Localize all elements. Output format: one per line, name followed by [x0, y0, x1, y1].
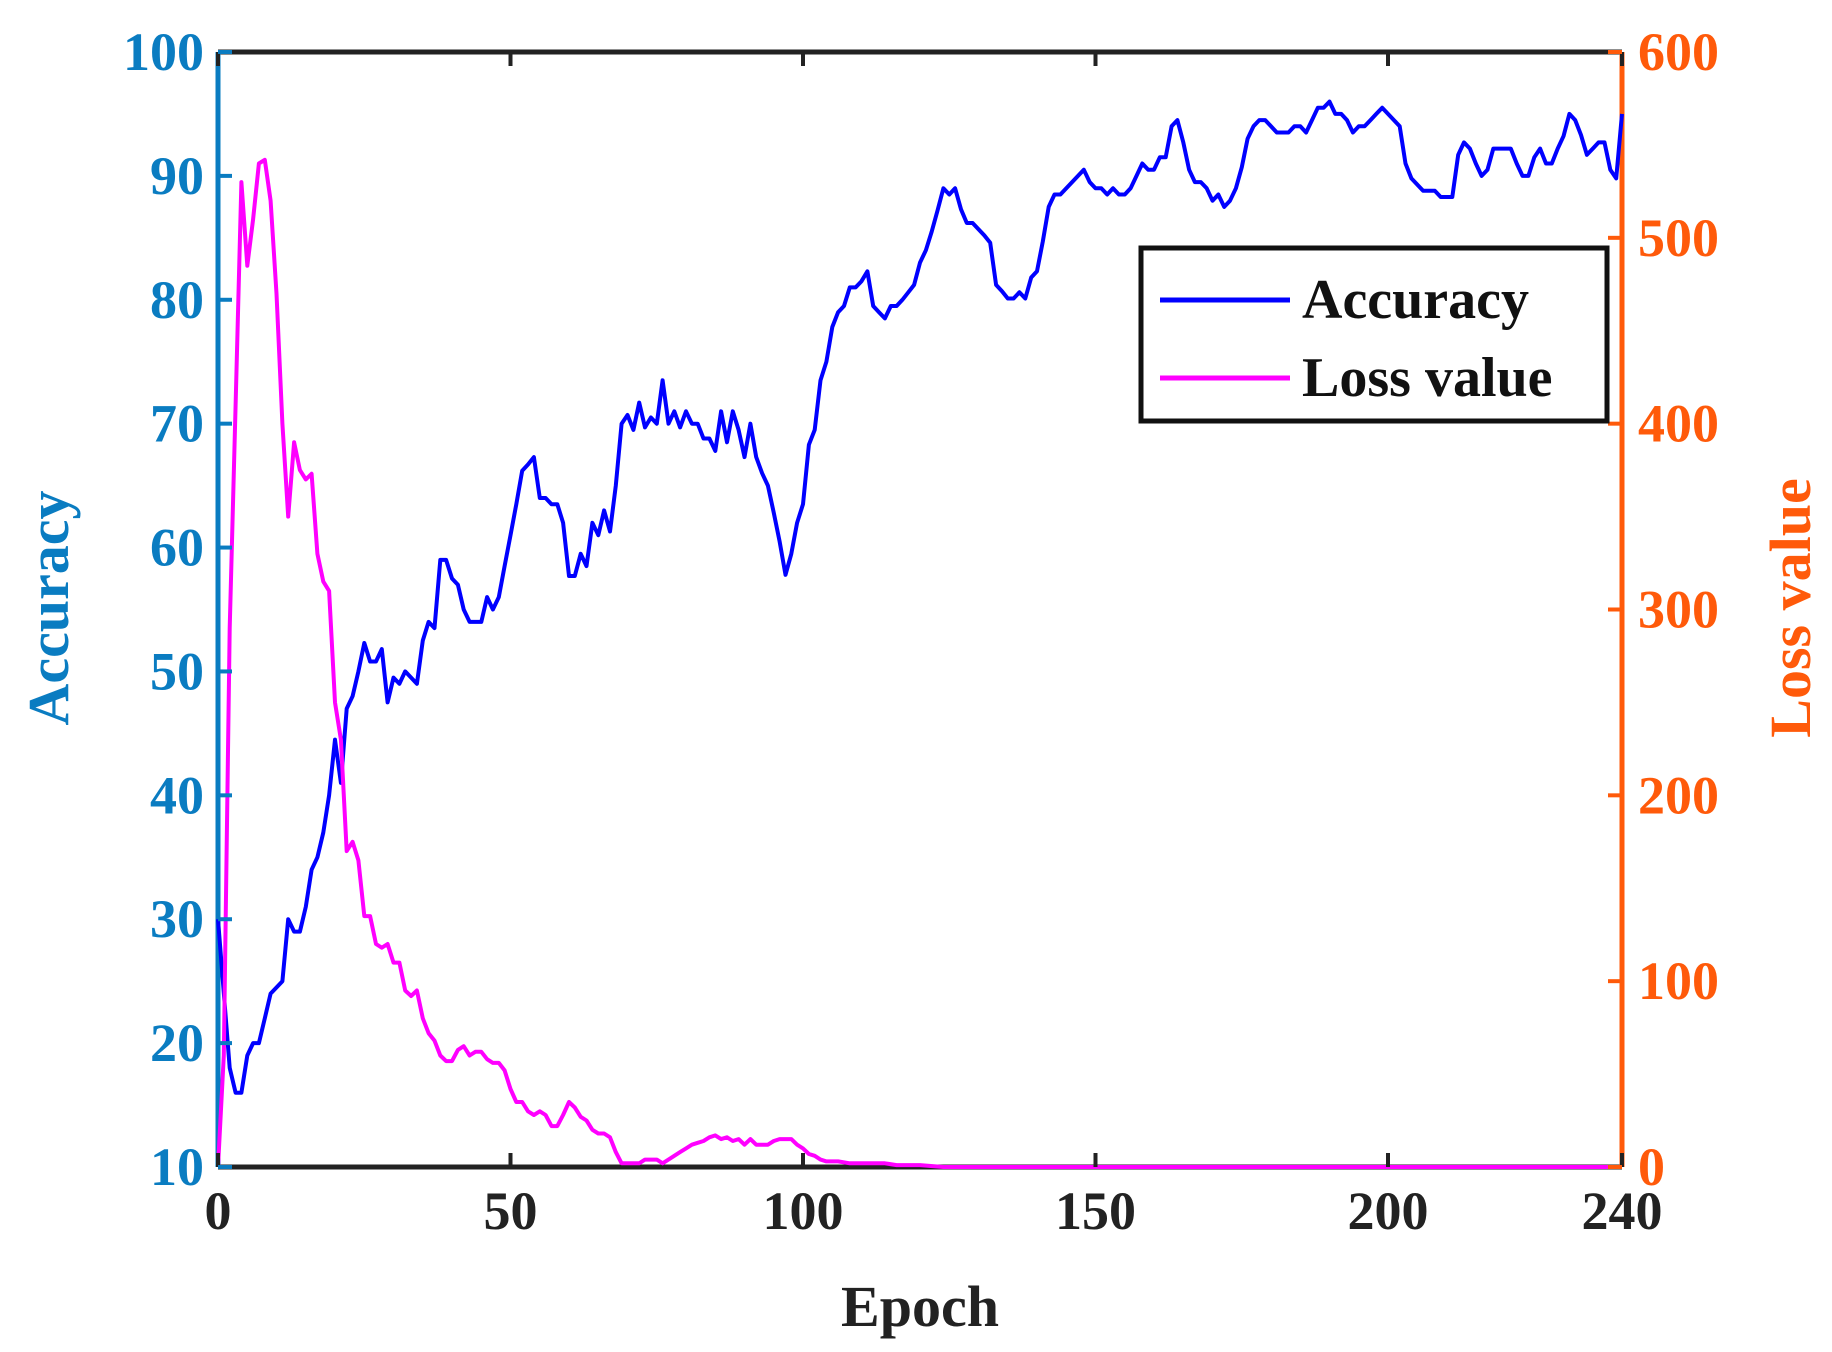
- x-tick-label: 0: [205, 1181, 232, 1241]
- left-y-tick-label: 90: [150, 146, 204, 206]
- right-y-tick-label: 200: [1638, 765, 1719, 825]
- x-tick-label: 50: [484, 1181, 538, 1241]
- left-y-tick-label: 20: [150, 1013, 204, 1073]
- legend-loss-label: Loss value: [1302, 347, 1553, 409]
- x-tick-label: 240: [1582, 1181, 1663, 1241]
- right-y-tick-label: 600: [1638, 22, 1719, 82]
- left-y-tick-label: 30: [150, 889, 204, 949]
- x-tick-label: 150: [1055, 1181, 1136, 1241]
- right-y-tick-label: 0: [1638, 1137, 1665, 1197]
- x-tick-label: 200: [1348, 1181, 1429, 1241]
- right-y-tick-label: 300: [1638, 580, 1719, 640]
- left-y-tick-label: 50: [150, 641, 204, 701]
- legend-box: [1138, 245, 1610, 424]
- right-y-tick-label: 100: [1638, 951, 1719, 1011]
- x-axis-title: Epoch: [841, 1274, 999, 1339]
- accuracy-line: [216, 99, 1624, 1095]
- legend-accuracy-label: Accuracy: [1302, 269, 1529, 331]
- left-y-tick-label: 100: [123, 22, 204, 82]
- left-y-tick-label: 70: [150, 394, 204, 454]
- left-y-tick-label: 10: [150, 1137, 204, 1197]
- left-y-tick-label: 60: [150, 518, 204, 578]
- left-axis-title: Accuracy: [16, 490, 81, 725]
- loss-line: [216, 157, 1622, 1169]
- x-tick-label: 100: [763, 1181, 844, 1241]
- legend: Accuracy Loss value: [1138, 245, 1610, 424]
- left-y-tick-label: 40: [150, 765, 204, 825]
- right-y-tick-label: 500: [1638, 208, 1719, 268]
- left-y-tick-label: 80: [150, 270, 204, 330]
- right-axis-title: Loss value: [1758, 478, 1823, 737]
- right-y-tick-label: 400: [1638, 394, 1719, 454]
